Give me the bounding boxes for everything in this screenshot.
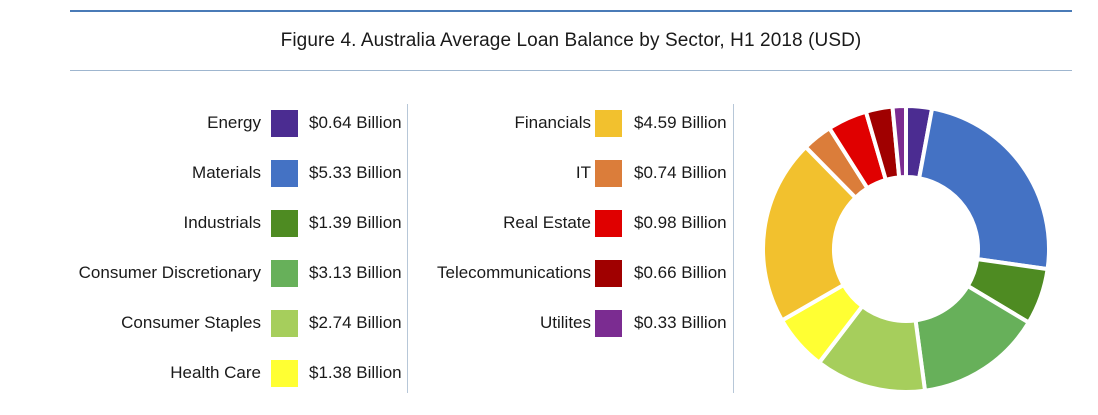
legend-item-financials: Financials $4.59 Billion [408, 108, 733, 138]
donut-chart [761, 103, 1052, 394]
legend-value: $5.33 Billion [309, 163, 402, 182]
legend-swatch [595, 110, 622, 137]
legend-label: Health Care [170, 363, 261, 382]
legend-swatch [271, 210, 298, 237]
legend-label: Consumer Staples [121, 313, 261, 332]
legend-value: $2.74 Billion [309, 313, 402, 332]
legend-swatch [271, 310, 298, 337]
legend-swatch [271, 360, 298, 387]
legend-swatch [271, 160, 298, 187]
legend-chart-divider [733, 104, 734, 393]
legend-item-consumer-staples: Consumer Staples $2.74 Billion [0, 308, 407, 338]
legend-label: Financials [514, 113, 591, 132]
legend-label: Energy [207, 113, 261, 132]
legend-item-utilites: Utilites $0.33 Billion [408, 308, 733, 338]
legend-swatch [595, 210, 622, 237]
chart-title: Figure 4. Australia Average Loan Balance… [280, 30, 862, 51]
legend-swatch [595, 310, 622, 337]
top-rule [70, 10, 1072, 12]
title-rule [70, 70, 1072, 71]
legend-label: Utilites [539, 313, 591, 332]
donut-slice-utilites [890, 103, 908, 180]
legend-column-divider [407, 104, 408, 393]
legend-label: Real Estate [503, 213, 591, 232]
legend-item-materials: Materials $5.33 Billion [0, 158, 407, 188]
legend-item-energy: Energy $0.64 Billion [0, 108, 407, 138]
legend-label: Materials [192, 163, 261, 182]
legend-value: $0.74 Billion [634, 163, 727, 182]
legend-item-real-estate: Real Estate $0.98 Billion [408, 208, 733, 238]
legend-swatch [271, 110, 298, 137]
legend-swatch [595, 160, 622, 187]
legend-label: Telecommunications [436, 263, 591, 282]
legend-item-health-care: Health Care $1.38 Billion [0, 358, 407, 388]
legend-item-it: IT $0.74 Billion [408, 158, 733, 188]
legend-value: $3.13 Billion [309, 263, 402, 282]
legend-swatch [595, 260, 622, 287]
legend-label: Industrials [183, 213, 261, 232]
legend-value: $1.39 Billion [309, 213, 402, 232]
legend-item-consumer-discretionary: Consumer Discretionary $3.13 Billion [0, 258, 407, 288]
donut-slice-financials [761, 144, 859, 324]
legend-label: Consumer Discretionary [78, 263, 261, 282]
legend-swatch [271, 260, 298, 287]
legend-item-telecommunications: Telecommunications $0.66 Billion [408, 258, 733, 288]
legend-value: $4.59 Billion [634, 113, 727, 132]
legend-value: $0.66 Billion [634, 263, 727, 282]
legend-item-industrials: Industrials $1.39 Billion [0, 208, 407, 238]
legend-label: IT [575, 163, 591, 182]
legend-value: $0.98 Billion [634, 213, 727, 232]
donut-slice-materials [916, 106, 1052, 272]
legend-value: $1.38 Billion [309, 363, 402, 382]
legend-value: $0.33 Billion [634, 313, 727, 332]
legend-value: $0.64 Billion [309, 113, 402, 132]
